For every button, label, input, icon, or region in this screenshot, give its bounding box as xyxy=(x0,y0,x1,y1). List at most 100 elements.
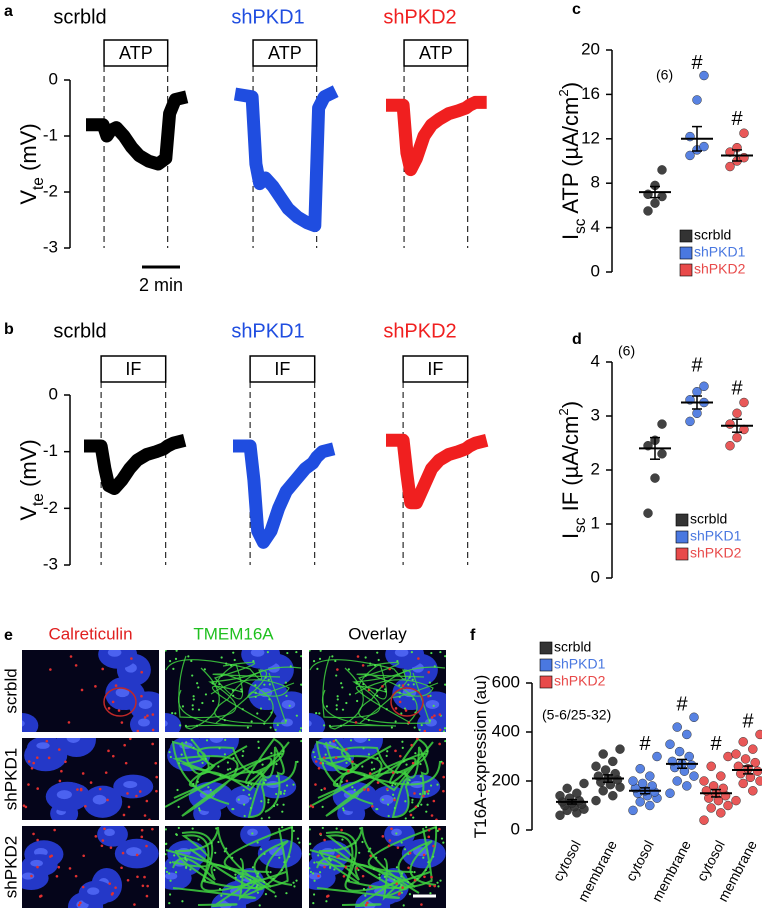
membrane-dot xyxy=(411,651,413,653)
er-signal xyxy=(310,804,313,807)
membrane-dot xyxy=(444,727,446,729)
data-point xyxy=(599,786,608,795)
membrane-dot xyxy=(419,793,421,795)
membrane-dot xyxy=(399,692,401,694)
er-signal xyxy=(75,664,78,667)
membrane-dot xyxy=(361,841,363,843)
nucleus-spot xyxy=(165,873,177,880)
membrane-dot xyxy=(192,704,194,706)
er-signal xyxy=(377,781,380,784)
er-signal xyxy=(154,762,157,765)
membrane-dot xyxy=(275,793,277,795)
group-label: scrbld xyxy=(53,320,106,342)
axis-label: Isc IF (µA/cm2) xyxy=(556,401,589,539)
nucleus-spot xyxy=(57,790,72,799)
axis-label-part: sc xyxy=(572,517,589,533)
membrane-dot xyxy=(405,763,407,765)
er-signal xyxy=(357,655,360,658)
membrane-dot xyxy=(178,806,180,808)
er-signal xyxy=(144,716,147,719)
er-signal xyxy=(136,875,139,878)
membrane-dot xyxy=(227,761,229,763)
er-signal xyxy=(365,904,368,907)
membrane-dot xyxy=(358,852,360,854)
membrane-dot xyxy=(329,866,331,868)
membrane-dot xyxy=(317,854,319,856)
data-point xyxy=(629,806,638,815)
er-signal xyxy=(427,836,430,839)
er-signal xyxy=(336,668,339,671)
nucleus-spot xyxy=(126,847,141,856)
data-point xyxy=(748,786,757,795)
membrane-dot xyxy=(405,817,407,819)
membrane-dot xyxy=(308,853,310,855)
er-signal xyxy=(155,776,158,779)
er-signal xyxy=(381,685,384,688)
er-signal xyxy=(84,805,87,808)
membrane-dot xyxy=(252,866,254,868)
data-point xyxy=(686,417,695,426)
nucleus-spot xyxy=(123,781,137,788)
y-tick-label: -3 xyxy=(43,554,58,573)
membrane-dot xyxy=(433,705,435,707)
axis-label-part: ) xyxy=(558,82,583,89)
y-tick-label: 0 xyxy=(591,567,600,586)
membrane-dot xyxy=(276,775,278,777)
data-point xyxy=(690,772,699,781)
micrograph-cell xyxy=(14,822,159,908)
membrane-dot xyxy=(218,747,220,749)
membrane-dot xyxy=(329,725,331,727)
data-point xyxy=(733,409,742,418)
membrane-dot xyxy=(275,729,277,731)
membrane-dot xyxy=(254,684,256,686)
membrane-dot xyxy=(269,871,271,873)
membrane-dot xyxy=(444,655,446,657)
legend-swatch xyxy=(676,514,688,526)
membrane-dot xyxy=(373,768,375,770)
membrane-dot xyxy=(404,848,406,850)
er-signal xyxy=(112,755,115,758)
membrane-dot xyxy=(340,725,342,727)
data-point xyxy=(658,192,667,201)
er-signal xyxy=(75,875,78,878)
membrane-dot xyxy=(267,799,269,801)
membrane-dot xyxy=(425,811,427,813)
nucleus-spot xyxy=(108,648,122,657)
membrane-dot xyxy=(255,696,257,698)
membrane-dot xyxy=(267,651,269,653)
membrane-dot xyxy=(328,858,330,860)
membrane-dot xyxy=(369,663,371,665)
membrane-dot xyxy=(407,881,409,883)
row-label: shPKD2 xyxy=(1,836,20,898)
nucleus-spot xyxy=(87,887,99,894)
membrane-dot xyxy=(341,838,343,840)
er-signal xyxy=(367,788,370,791)
er-signal xyxy=(120,866,123,869)
er-signal xyxy=(58,748,61,751)
er-signal xyxy=(59,780,62,783)
membrane-dot xyxy=(336,783,338,785)
data-point xyxy=(756,730,762,739)
er-signal xyxy=(314,783,317,786)
membrane-dot xyxy=(263,782,265,784)
er-signal xyxy=(145,845,148,848)
membrane-dot xyxy=(270,752,272,754)
membrane-dot xyxy=(379,768,381,770)
membrane-dot xyxy=(425,869,427,871)
membrane-dot xyxy=(365,675,367,677)
er-signal xyxy=(50,854,53,857)
membrane-dot xyxy=(413,871,415,873)
er-signal xyxy=(155,790,158,793)
stimulus-label: IF xyxy=(125,359,141,379)
er-signal xyxy=(27,783,30,786)
membrane-dot xyxy=(403,760,405,762)
membrane-dot xyxy=(171,712,173,714)
membrane-dot xyxy=(401,892,403,894)
stimulus-label: IF xyxy=(427,359,443,379)
membrane-dot xyxy=(421,724,423,726)
data-point xyxy=(611,769,620,778)
axis-label: T16A-expression (au) xyxy=(471,675,490,838)
data-point xyxy=(700,777,709,786)
membrane-dot xyxy=(175,658,177,660)
er-signal xyxy=(69,867,72,870)
